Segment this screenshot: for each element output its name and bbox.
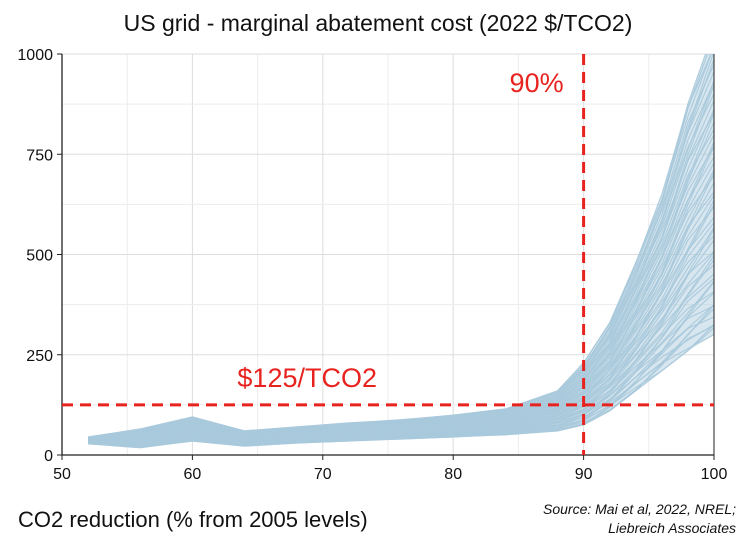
x-tick-label: 90	[575, 466, 593, 483]
chart-title: US grid - marginal abatement cost (2022 …	[123, 10, 633, 36]
x-tick-label: 60	[184, 466, 202, 483]
target-label: 90%	[510, 68, 564, 98]
y-tick-label: 500	[26, 248, 53, 265]
x-tick-label: 50	[53, 466, 71, 483]
y-tick-label: 750	[26, 147, 53, 164]
reference-lines: $125/TCO2 90%	[62, 54, 714, 455]
y-tick-label: 1000	[17, 47, 53, 64]
x-axis-label: CO2 reduction (% from 2005 levels)	[18, 507, 368, 532]
source-line-1: Source: Mai et al, 2022, NREL;	[543, 501, 736, 517]
x-tick-label: 70	[314, 466, 332, 483]
scenario-curves	[88, 54, 714, 449]
axes	[57, 53, 715, 460]
x-tick-label: 80	[444, 466, 462, 483]
y-tick-label: 0	[44, 448, 53, 465]
x-tick-label: 100	[701, 466, 728, 483]
threshold-label: $125/TCO2	[237, 363, 377, 393]
scenario-line	[88, 54, 707, 438]
source-line-2: Liebreich Associates	[608, 520, 736, 536]
y-tick-label: 250	[26, 348, 53, 365]
source-note: Source: Mai et al, 2022, NREL; Liebreich…	[543, 500, 736, 538]
